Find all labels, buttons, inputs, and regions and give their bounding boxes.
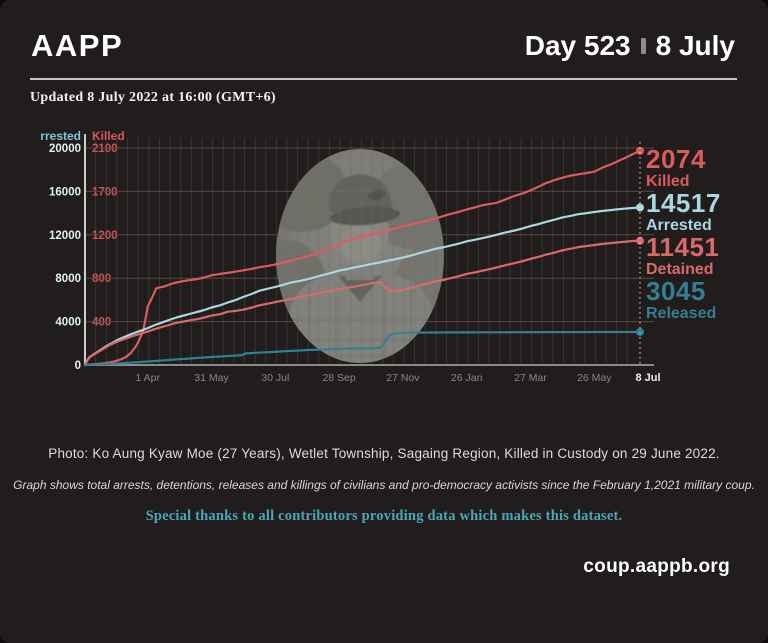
series-end-dot-released	[636, 327, 644, 336]
svg-text:16000: 16000	[49, 186, 81, 198]
x-tick-31-may: 31 May	[194, 372, 229, 384]
series-line-detained	[83, 239, 642, 367]
website-url: coup.aappb.org	[583, 556, 730, 577]
released-label: Released	[646, 305, 717, 322]
vertical-bar-icon	[640, 38, 646, 54]
series-line-arrested	[83, 206, 642, 367]
svg-text:8000: 8000	[55, 273, 81, 285]
chart-series-lines	[83, 142, 644, 367]
updated-timestamp: Updated 8 July 2022 at 16:00 (GMT+6)	[30, 90, 276, 105]
header-divider-line	[30, 78, 737, 80]
x-tick-26-may: 26 May	[577, 372, 612, 384]
svg-text:0: 0	[75, 360, 81, 372]
svg-text:1200: 1200	[92, 230, 118, 242]
killed-label: Killed	[646, 173, 690, 190]
series-end-dot-killed	[636, 146, 644, 155]
end-label-killed: 2074 Killed	[646, 146, 706, 190]
x-tick-1-apr: 1 Apr	[135, 372, 160, 384]
x-tick-8-jul: 8 Jul	[635, 372, 660, 384]
day-label: Day 523	[524, 30, 631, 61]
end-label-arrested: 14517 Arrested	[646, 190, 721, 234]
x-tick-30-jul: 30 Jul	[261, 372, 289, 384]
date-label: 8 July	[655, 30, 735, 61]
day-counter: Day 523 8 July	[525, 30, 735, 62]
arrested-label: Arrested	[646, 217, 712, 234]
series-line-killed	[83, 149, 642, 366]
series-end-dot-detained	[636, 236, 644, 245]
coup-statistics-chart: 2100 1700 1200 800 400	[32, 129, 661, 384]
detained-label: Detained	[646, 261, 714, 278]
chart-axis-labels: Arrested Killed 20000 16000 12000 8000 4000 0 1 …	[32, 129, 661, 384]
svg-text:12000: 12000	[49, 230, 81, 242]
detained-total: 11451	[646, 232, 720, 262]
photo-caption: Photo: Ko Aung Kyaw Moe (27 Years), Wetl…	[48, 446, 720, 461]
arrested-total: 14517	[646, 188, 721, 218]
svg-text:4000: 4000	[55, 317, 81, 329]
released-total: 3045	[646, 276, 706, 306]
svg-text:400: 400	[92, 317, 111, 329]
x-tick-26-jan: 26 Jan	[451, 372, 483, 384]
svg-text:Killed: Killed	[92, 129, 125, 143]
victim-photo-portrait	[276, 149, 444, 363]
x-tick-27-nov: 27 Nov	[386, 372, 420, 384]
killed-total: 2074	[646, 144, 706, 174]
x-tick-27-mar: 27 Mar	[514, 372, 547, 384]
end-label-detained: 11451 Detained	[646, 234, 719, 278]
thanks-note: Special thanks to all contributors provi…	[145, 508, 623, 524]
chart-figure: 2100 1700 1200 800 400	[32, 124, 760, 400]
svg-text:2100: 2100	[92, 143, 118, 155]
svg-text:20000: 20000	[49, 143, 81, 155]
svg-text:Arrested: Arrested	[40, 129, 81, 143]
aapp-logo: AAPP	[31, 28, 124, 63]
x-tick-28-sep: 28 Sep	[322, 372, 355, 384]
end-label-released: 3045 Released	[646, 278, 716, 322]
svg-text:800: 800	[92, 273, 111, 285]
graph-note: Graph shows total arrests, detentions, r…	[13, 478, 755, 492]
series-line-released	[83, 330, 642, 367]
svg-text:1700: 1700	[92, 186, 118, 198]
